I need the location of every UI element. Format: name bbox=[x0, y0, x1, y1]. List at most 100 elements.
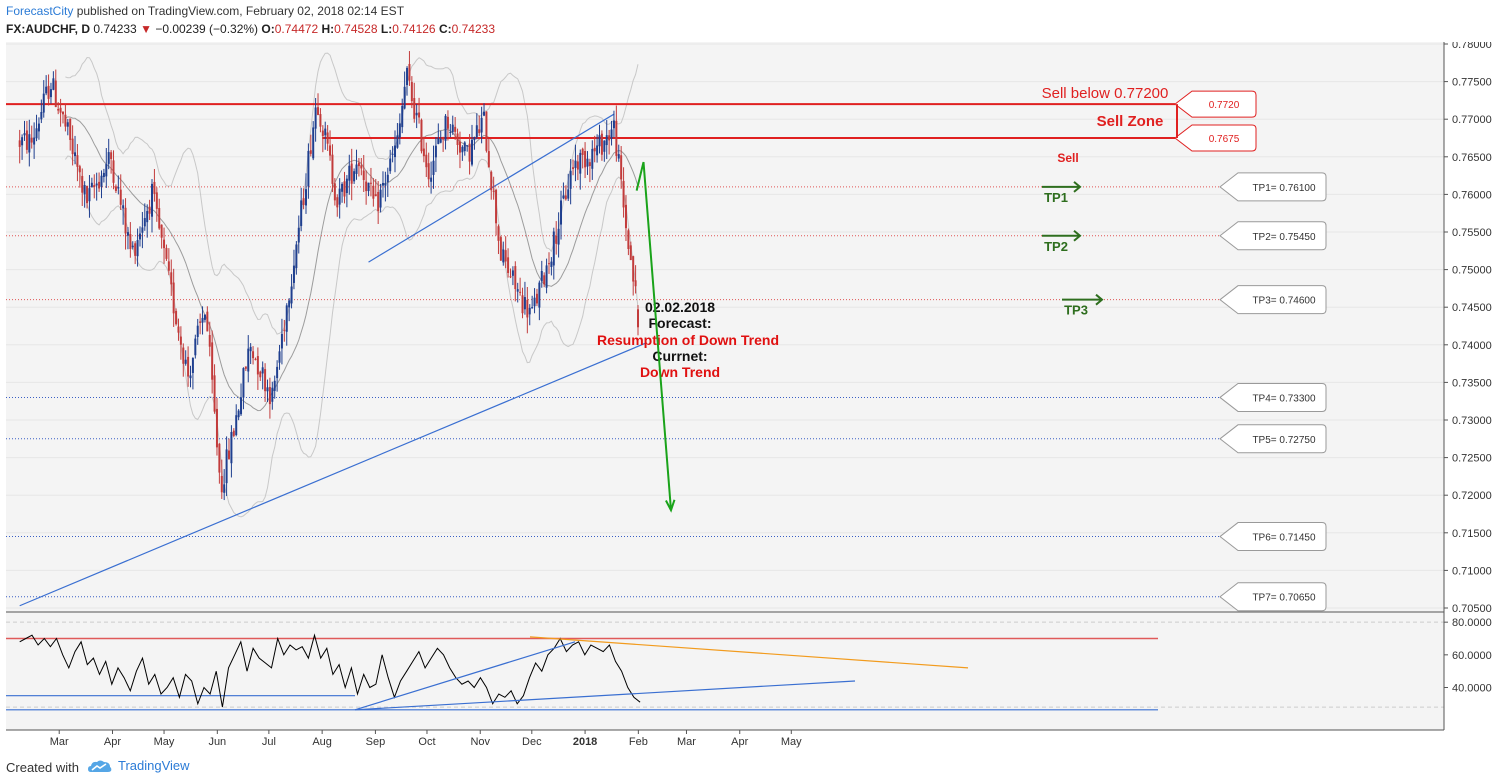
candle-up bbox=[105, 164, 108, 177]
candle-up bbox=[117, 187, 120, 189]
forecast-arrow-head bbox=[665, 499, 676, 513]
created-with-label: Created with bbox=[6, 760, 79, 775]
candle-up bbox=[107, 152, 110, 164]
candle-down bbox=[362, 170, 365, 181]
time-tick-label: Apr bbox=[731, 736, 748, 748]
candle-down bbox=[155, 192, 158, 209]
candle-down bbox=[244, 366, 247, 369]
candle-down bbox=[588, 162, 591, 167]
candle-up bbox=[151, 183, 154, 217]
candle-down bbox=[425, 154, 428, 168]
candle-up bbox=[463, 142, 466, 152]
price-tick-label: 0.75000 bbox=[1452, 265, 1492, 277]
price-tick-label: 0.74000 bbox=[1452, 340, 1492, 352]
candle-up bbox=[307, 150, 310, 187]
candle-up bbox=[516, 289, 519, 292]
candle-down bbox=[268, 387, 271, 405]
candle-down bbox=[78, 166, 81, 173]
candle-down bbox=[369, 182, 372, 184]
chart-area[interactable]: 0.7720 0.7675 TP1= 0.76100 TP2= 0.75450 TP3=… bbox=[0, 42, 1502, 752]
candle-down bbox=[98, 181, 101, 189]
candle-up bbox=[475, 125, 478, 138]
publisher-name[interactable]: ForecastCity bbox=[6, 4, 74, 18]
candle-up bbox=[230, 432, 233, 464]
price-tick-label: 0.73000 bbox=[1452, 415, 1492, 427]
candle-down bbox=[422, 148, 425, 157]
time-axis[interactable]: Mar Apr May Jun Jul Aug Sep Oct Nov Dec 2018 Feb Mar… bbox=[0, 729, 1502, 752]
time-tick-label: Mar bbox=[677, 736, 696, 748]
candle-up bbox=[531, 307, 534, 309]
candle-down bbox=[182, 347, 185, 364]
candle-down bbox=[331, 154, 334, 184]
annotations: Sell below 0.77200 Sell Zone Sell 02.02.201… bbox=[597, 85, 1168, 513]
candle-down bbox=[600, 133, 603, 155]
candle-down bbox=[572, 167, 575, 169]
resistance-label-box bbox=[1174, 90, 1257, 118]
candle-up bbox=[379, 189, 382, 208]
candle-up bbox=[35, 128, 38, 139]
candle-down bbox=[172, 282, 175, 314]
candle-down bbox=[357, 162, 360, 167]
tp-arrow-head bbox=[1073, 181, 1082, 193]
candle-up bbox=[33, 137, 36, 145]
price-tick-label: 0.71000 bbox=[1452, 565, 1492, 577]
candle-down bbox=[206, 311, 209, 332]
high-label: H: bbox=[321, 22, 335, 36]
candle-down bbox=[504, 250, 507, 262]
candle-down bbox=[490, 171, 493, 191]
time-tick-label: Mar bbox=[50, 736, 69, 748]
tradingview-link[interactable]: TradingView bbox=[88, 758, 190, 773]
candle-down bbox=[110, 152, 113, 159]
candle-up bbox=[292, 265, 295, 283]
candle-up bbox=[596, 145, 599, 156]
candle-up bbox=[100, 175, 103, 187]
candle-down bbox=[637, 309, 640, 328]
candle-up bbox=[184, 359, 187, 364]
candle-up bbox=[295, 244, 298, 269]
candle-down bbox=[93, 184, 96, 187]
candle-down bbox=[564, 195, 567, 200]
target-label-box bbox=[1219, 221, 1327, 251]
candle-up bbox=[240, 397, 243, 415]
candle-down bbox=[309, 150, 312, 154]
candle-up bbox=[74, 152, 77, 157]
candle-down bbox=[54, 80, 57, 108]
tp-arrow-head bbox=[1073, 229, 1082, 242]
price-axis[interactable]: 0.78000 0.77500 0.77000 0.76500 0.76000 0.755… bbox=[1443, 42, 1502, 730]
candle-down bbox=[456, 133, 459, 146]
forecast-arrow bbox=[635, 161, 672, 511]
candle-up bbox=[381, 182, 384, 186]
target-label-box bbox=[1219, 285, 1327, 315]
price-tick-label: 0.77000 bbox=[1452, 114, 1492, 126]
candle-down bbox=[259, 371, 262, 378]
grid bbox=[6, 43, 1444, 609]
candle-up bbox=[401, 105, 404, 128]
candle-down bbox=[175, 310, 178, 325]
candle-up bbox=[386, 174, 389, 183]
candle-down bbox=[377, 191, 380, 212]
candle-up bbox=[143, 218, 146, 227]
candle-up bbox=[598, 135, 601, 147]
resistance-label: 0.7720 bbox=[1209, 100, 1240, 111]
candle-up bbox=[415, 112, 418, 116]
price-tick-label: 0.72500 bbox=[1452, 453, 1492, 465]
candle-down bbox=[620, 155, 623, 180]
candle-down bbox=[458, 141, 461, 153]
candle-up bbox=[591, 148, 594, 169]
candle-down bbox=[622, 180, 625, 208]
last-price: 0.74233 bbox=[93, 22, 137, 36]
price-tick-label: 0.76500 bbox=[1452, 152, 1492, 164]
candle-up bbox=[434, 145, 437, 158]
candle-up bbox=[28, 134, 31, 153]
candle-up bbox=[605, 135, 608, 146]
candle-up bbox=[502, 249, 505, 263]
candle-down bbox=[329, 145, 332, 156]
tp-label-1: TP1 bbox=[1044, 190, 1068, 205]
candle-up bbox=[122, 205, 125, 209]
candle-up bbox=[533, 297, 536, 307]
candle-down bbox=[321, 130, 324, 137]
candle-up bbox=[384, 183, 387, 186]
candle-down bbox=[576, 161, 579, 170]
candle-up bbox=[470, 139, 473, 165]
candle-down bbox=[177, 326, 180, 333]
